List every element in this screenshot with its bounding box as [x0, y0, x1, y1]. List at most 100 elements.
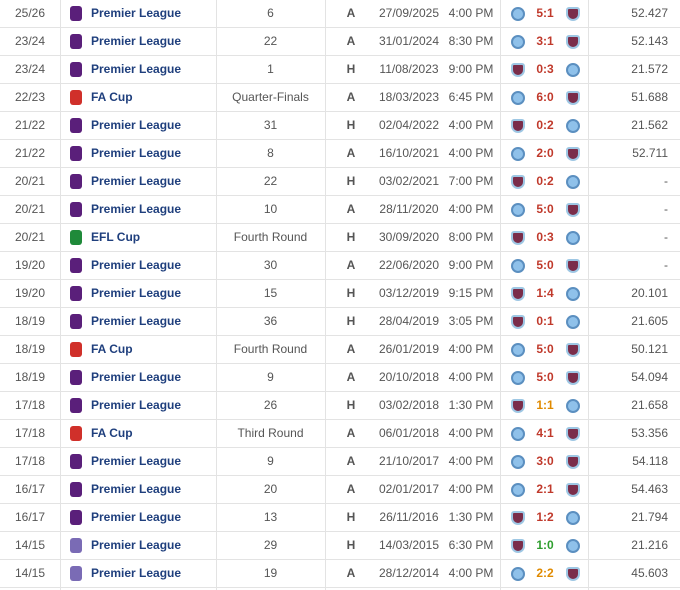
season: 16/17 [14, 510, 46, 524]
match-row: 19/20 Premier League 15 H 03/12/2019 9:15 PM 1… [0, 280, 680, 308]
venue: A [346, 426, 356, 440]
time: 6:30 PM [448, 538, 494, 552]
competition: Premier League [91, 370, 182, 384]
score: 2:0 [536, 146, 554, 160]
competition-icon [70, 538, 82, 553]
competition: Premier League [91, 314, 182, 328]
match-row: 18/19 Premier League 36 H 28/04/2019 3:05 PM 0… [0, 308, 680, 336]
competition-icon [70, 62, 82, 77]
competition-icon [70, 454, 82, 469]
season: 17/18 [14, 454, 46, 468]
venue: A [346, 34, 356, 48]
time: 1:30 PM [448, 398, 494, 412]
home-team-logo [511, 231, 525, 245]
competition-icon [70, 566, 82, 581]
competition: Premier League [91, 174, 182, 188]
round: 30 [263, 258, 278, 272]
season: 18/19 [14, 342, 46, 356]
venue: A [346, 258, 356, 272]
round: 8 [267, 146, 274, 160]
attendance: 54.118 [632, 454, 668, 468]
season: 18/19 [14, 370, 46, 384]
venue: A [346, 342, 356, 356]
venue: H [346, 538, 356, 552]
attendance: 54.463 [631, 482, 668, 496]
score: 0:2 [536, 174, 554, 188]
column-divider [60, 0, 61, 590]
column-divider [325, 0, 326, 590]
attendance: 53.356 [631, 426, 668, 440]
time: 1:30 PM [448, 510, 494, 524]
season: 21/22 [14, 146, 46, 160]
round: 29 [263, 538, 278, 552]
competition: Premier League [91, 62, 182, 76]
season: 17/18 [14, 398, 46, 412]
competition: Premier League [91, 566, 182, 580]
competition: Premier League [91, 6, 182, 20]
round: 19 [263, 566, 278, 580]
season: 25/26 [14, 6, 46, 20]
score: 1:2 [536, 510, 554, 524]
round: 31 [263, 118, 278, 132]
time: 4:00 PM [448, 426, 494, 440]
venue: H [346, 118, 356, 132]
attendance: 45.603 [631, 566, 668, 580]
competition: Premier League [91, 146, 182, 160]
venue: A [346, 370, 356, 384]
home-team-logo [511, 315, 525, 329]
away-team-logo [566, 175, 580, 189]
score: 0:3 [536, 230, 554, 244]
venue: A [346, 482, 356, 496]
competition-icon [70, 230, 82, 245]
season: 20/21 [14, 202, 46, 216]
time: 6:45 PM [448, 90, 494, 104]
away-team-logo [566, 315, 580, 329]
date: 18/03/2023 [378, 90, 440, 104]
home-team-logo [511, 287, 525, 301]
home-team-logo [511, 567, 525, 581]
match-row: 17/18 Premier League 9 A 21/10/2017 4:00 PM 3:… [0, 448, 680, 476]
attendance: 21.794 [631, 510, 668, 524]
match-row: 17/18 FA Cup Third Round A 06/01/2018 4:00 PM… [0, 420, 680, 448]
score: 2:1 [536, 482, 554, 496]
score: 5:0 [536, 202, 554, 216]
attendance: - [664, 230, 668, 244]
attendance: 52.711 [632, 146, 668, 160]
round: 1 [267, 62, 274, 76]
away-team-logo [566, 455, 580, 469]
round: 9 [267, 454, 274, 468]
attendance: - [664, 202, 668, 216]
venue: H [346, 314, 356, 328]
competition-icon [70, 118, 82, 133]
match-row: 23/24 Premier League 1 H 11/08/2023 9:00 PM 0:… [0, 56, 680, 84]
season: 17/18 [14, 426, 46, 440]
away-team-logo [566, 231, 580, 245]
venue: A [346, 6, 356, 20]
match-row: 21/22 Premier League 8 A 16/10/2021 4:00 PM 2:… [0, 140, 680, 168]
attendance: - [664, 258, 668, 272]
round: Fourth Round [233, 342, 308, 356]
away-team-logo [566, 259, 580, 273]
away-team-logo [566, 35, 580, 49]
home-team-logo [511, 7, 525, 21]
match-row: 22/23 FA Cup Quarter-Finals A 18/03/2023 6:45… [0, 84, 680, 112]
competition: Premier League [91, 118, 182, 132]
date: 28/04/2019 [378, 314, 440, 328]
competition: Premier League [91, 454, 182, 468]
competition: Premier League [91, 510, 182, 524]
competition: FA Cup [91, 426, 133, 440]
score: 6:0 [536, 90, 554, 104]
match-row: 20/21 Premier League 10 A 28/11/2020 4:00 PM 5… [0, 196, 680, 224]
date: 03/02/2021 [378, 174, 440, 188]
attendance: 52.143 [631, 34, 668, 48]
date: 14/03/2015 [378, 538, 440, 552]
time: 4:00 PM [448, 454, 494, 468]
season: 23/24 [14, 62, 46, 76]
time: 4:00 PM [448, 342, 494, 356]
venue: H [346, 286, 356, 300]
score: 0:3 [536, 62, 554, 76]
column-divider [588, 0, 589, 590]
season: 18/19 [14, 314, 46, 328]
away-team-logo [566, 511, 580, 525]
